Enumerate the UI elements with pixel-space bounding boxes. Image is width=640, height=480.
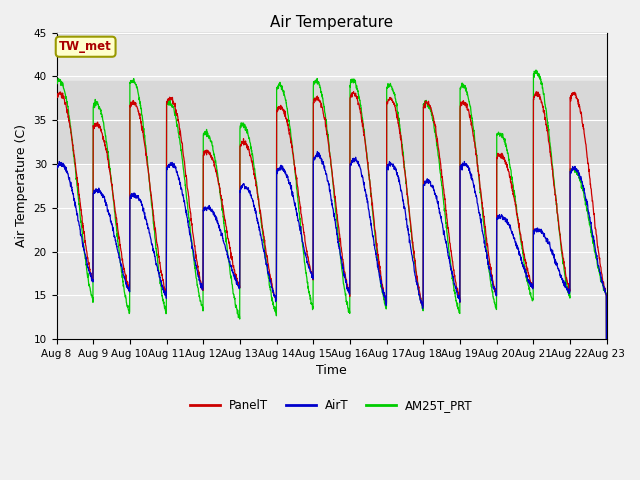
Text: TW_met: TW_met xyxy=(60,40,112,53)
X-axis label: Time: Time xyxy=(316,364,347,377)
Title: Air Temperature: Air Temperature xyxy=(270,15,393,30)
Y-axis label: Air Temperature (C): Air Temperature (C) xyxy=(15,124,28,247)
Legend: PanelT, AirT, AM25T_PRT: PanelT, AirT, AM25T_PRT xyxy=(186,394,477,417)
Bar xyxy=(56,81,607,164)
